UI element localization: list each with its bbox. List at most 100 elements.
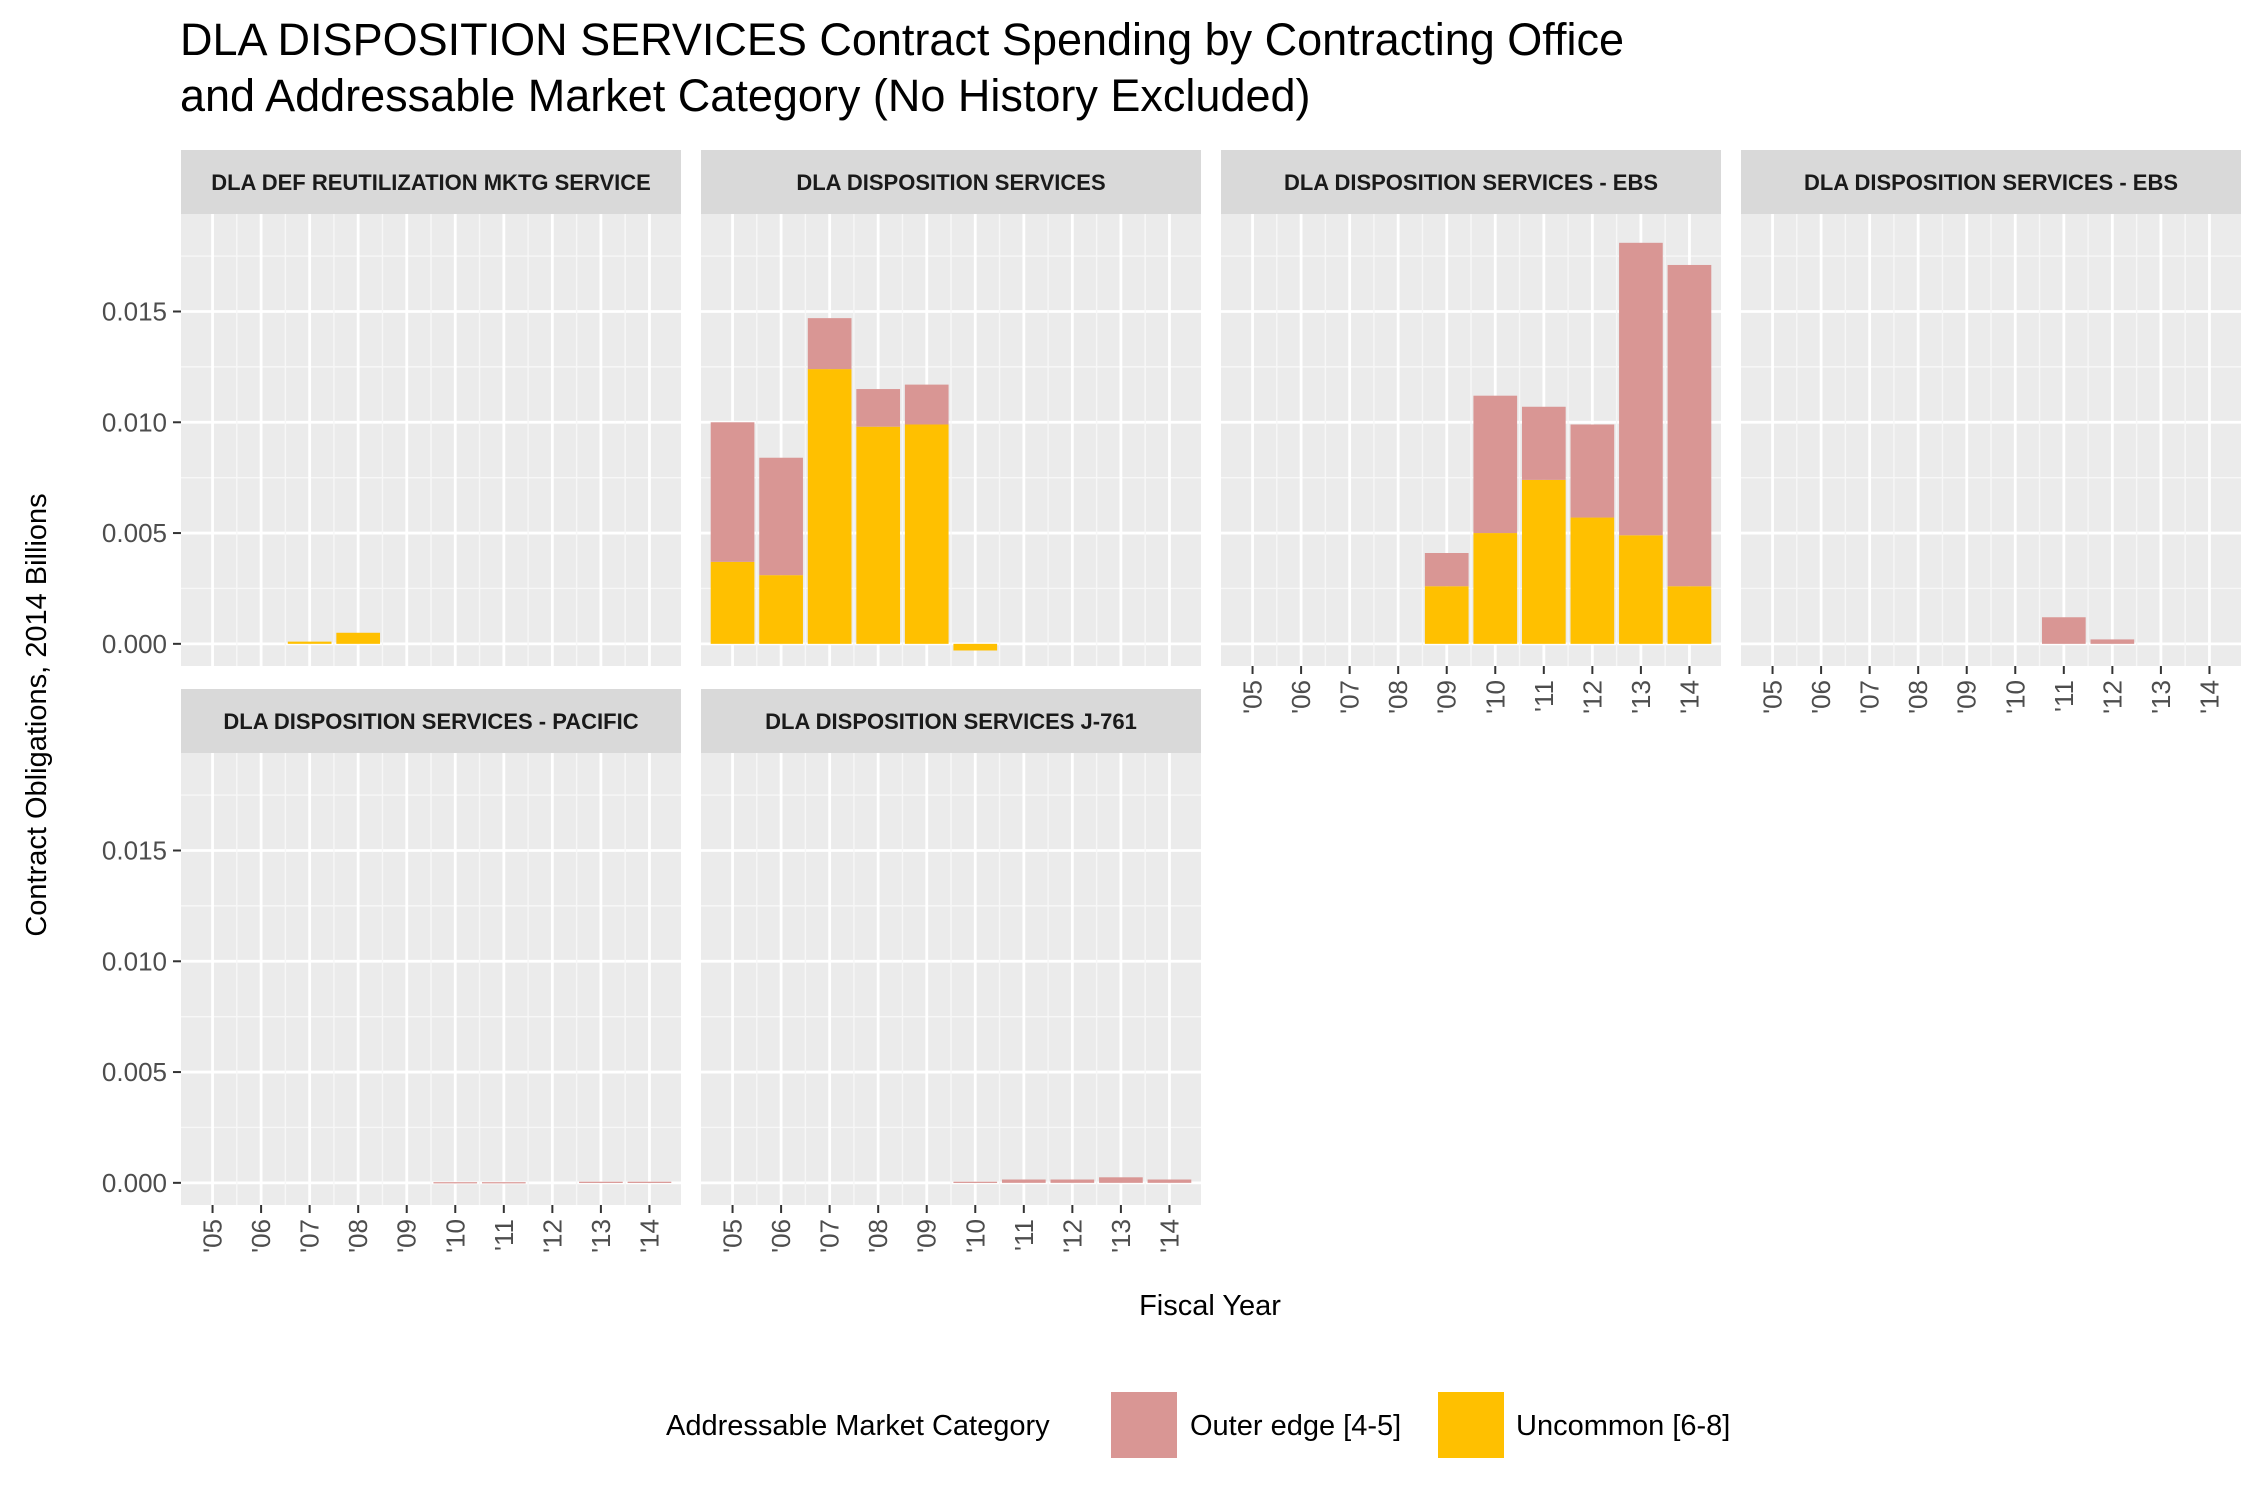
facet-strip: [1741, 150, 2241, 214]
bar-segment: [1147, 1179, 1192, 1183]
legend-title: Addressable Market Category: [666, 1410, 1050, 1442]
x-tick-label: '08: [343, 1219, 373, 1253]
x-tick-label: '06: [766, 1219, 796, 1253]
x-tick-label: '13: [1626, 680, 1656, 714]
facet-strip-label: DLA DISPOSITION SERVICES - EBS: [1804, 170, 2178, 195]
bar-segment: [807, 369, 852, 644]
facet-strip: [701, 150, 1201, 214]
legend-key: [1438, 1392, 1504, 1458]
x-tick-label: '08: [1903, 680, 1933, 714]
x-tick-label: '10: [960, 1219, 990, 1253]
bar-segment: [287, 641, 332, 644]
y-tick-label: 0.015: [102, 835, 167, 865]
x-tick-label: '05: [198, 1219, 228, 1253]
x-tick-label: '09: [392, 1219, 422, 1253]
x-tick-label: '13: [2146, 680, 2176, 714]
y-tick-label: 0.010: [102, 946, 167, 976]
bar-segment: [579, 1181, 623, 1183]
x-tick-label: '12: [537, 1219, 567, 1253]
facet-panel: DLA DISPOSITION SERVICES - EBS '05 '06 '07 '…: [1221, 150, 1721, 714]
bar-segment: [710, 422, 755, 562]
facet-panel: DLA DISPOSITION SERVICES - EBS '05 '06 '07 '…: [1741, 150, 2241, 714]
bar-segment: [1619, 535, 1663, 644]
facet-strip-label: DLA DISPOSITION SERVICES: [796, 170, 1105, 195]
facet-panel: DLA DISPOSITION SERVICES: [701, 150, 1201, 666]
bar-segment: [1424, 586, 1469, 644]
x-axis-title: Fiscal Year: [1139, 1290, 1281, 1322]
bar-segment: [1473, 395, 1518, 534]
x-tick-label: '05: [718, 1219, 748, 1253]
x-tick-label: '08: [1383, 680, 1413, 714]
facet-strip: [181, 150, 681, 214]
x-tick-label: '14: [1674, 680, 1704, 714]
x-tick-label: '09: [1432, 680, 1462, 714]
bar-segment: [710, 561, 755, 644]
facet-strip-label: DLA DEF REUTILIZATION MKTG SERVICE: [211, 170, 651, 195]
facet-panel: DLA DISPOSITION SERVICES - PACIFIC 0.000 0…: [102, 689, 681, 1253]
bar-segment: [1099, 1177, 1143, 1183]
x-tick-label: '10: [1480, 680, 1510, 714]
facet-panel: DLA DEF REUTILIZATION MKTG SERVICE 0.000 0…: [102, 150, 681, 666]
legend-key: [1111, 1392, 1177, 1458]
bar-segment: [433, 1182, 478, 1184]
facet-strip-label: DLA DISPOSITION SERVICES - EBS: [1284, 170, 1658, 195]
facet-panel: DLA DISPOSITION SERVICES J-761 '05 '06 '07 '…: [701, 689, 1201, 1253]
bar-segment: [759, 457, 803, 576]
bar-segment: [856, 389, 901, 427]
y-tick-label: 0.005: [102, 518, 167, 548]
bar-segment: [1619, 242, 1663, 536]
facet-strip-label: DLA DISPOSITION SERVICES J-761: [765, 709, 1137, 734]
x-tick-label: '12: [1057, 1219, 1087, 1253]
x-tick-label: '07: [1855, 680, 1885, 714]
bar-segment: [953, 1181, 998, 1183]
bar-segment: [2041, 617, 2086, 644]
x-tick-label: '14: [1154, 1219, 1184, 1253]
y-tick-label: 0.010: [102, 407, 167, 437]
x-tick-label: '06: [1286, 680, 1316, 714]
chart-title-line-2: and Addressable Market Category (No Hist…: [180, 70, 1311, 121]
bar-segment: [1667, 586, 1712, 644]
bar-segment: [807, 318, 852, 370]
x-tick-label: '07: [815, 1219, 845, 1253]
x-tick-label: '10: [440, 1219, 470, 1253]
y-tick-label: 0.000: [102, 1168, 167, 1198]
bar-segment: [856, 426, 901, 644]
y-tick-label: 0.005: [102, 1057, 167, 1087]
bar-segment: [2090, 639, 2135, 644]
x-tick-label: '14: [2194, 680, 2224, 714]
bar-segment: [1050, 1179, 1095, 1183]
facet-strip: [181, 689, 681, 753]
x-tick-label: '10: [2000, 680, 2030, 714]
x-tick-label: '12: [2097, 680, 2127, 714]
x-tick-label: '07: [1335, 680, 1365, 714]
y-axis-title: Contract Obligations, 2014 Billions: [21, 493, 53, 936]
x-tick-label: '11: [489, 1219, 519, 1251]
x-tick-label: '12: [1577, 680, 1607, 714]
x-tick-label: '06: [246, 1219, 276, 1253]
bar-segment: [1521, 406, 1566, 480]
bar-segment: [904, 384, 949, 425]
x-tick-label: '09: [1952, 680, 1982, 714]
bar-segment: [1570, 424, 1615, 518]
facet-strip: [701, 689, 1201, 753]
x-tick-label: '13: [1106, 1219, 1136, 1253]
bar-segment: [1424, 553, 1469, 587]
x-tick-label: '09: [912, 1219, 942, 1253]
x-tick-label: '07: [295, 1219, 325, 1253]
x-tick-label: '06: [1806, 680, 1836, 714]
bar-segment: [481, 1182, 526, 1184]
bar-segment: [1473, 533, 1518, 644]
x-tick-label: '11: [1529, 680, 1559, 712]
x-tick-label: '11: [1009, 1219, 1039, 1251]
x-tick-label: '05: [1758, 680, 1788, 714]
x-tick-label: '11: [2049, 680, 2079, 712]
bar-segment: [336, 632, 381, 644]
y-tick-label: 0.000: [102, 629, 167, 659]
chart-title-line-1: DLA DISPOSITION SERVICES Contract Spendi…: [180, 14, 1624, 65]
bar-segment: [1001, 1179, 1046, 1183]
y-tick-label: 0.015: [102, 296, 167, 326]
facet-strip-label: DLA DISPOSITION SERVICES - PACIFIC: [223, 709, 638, 734]
x-tick-label: '05: [1238, 680, 1268, 714]
